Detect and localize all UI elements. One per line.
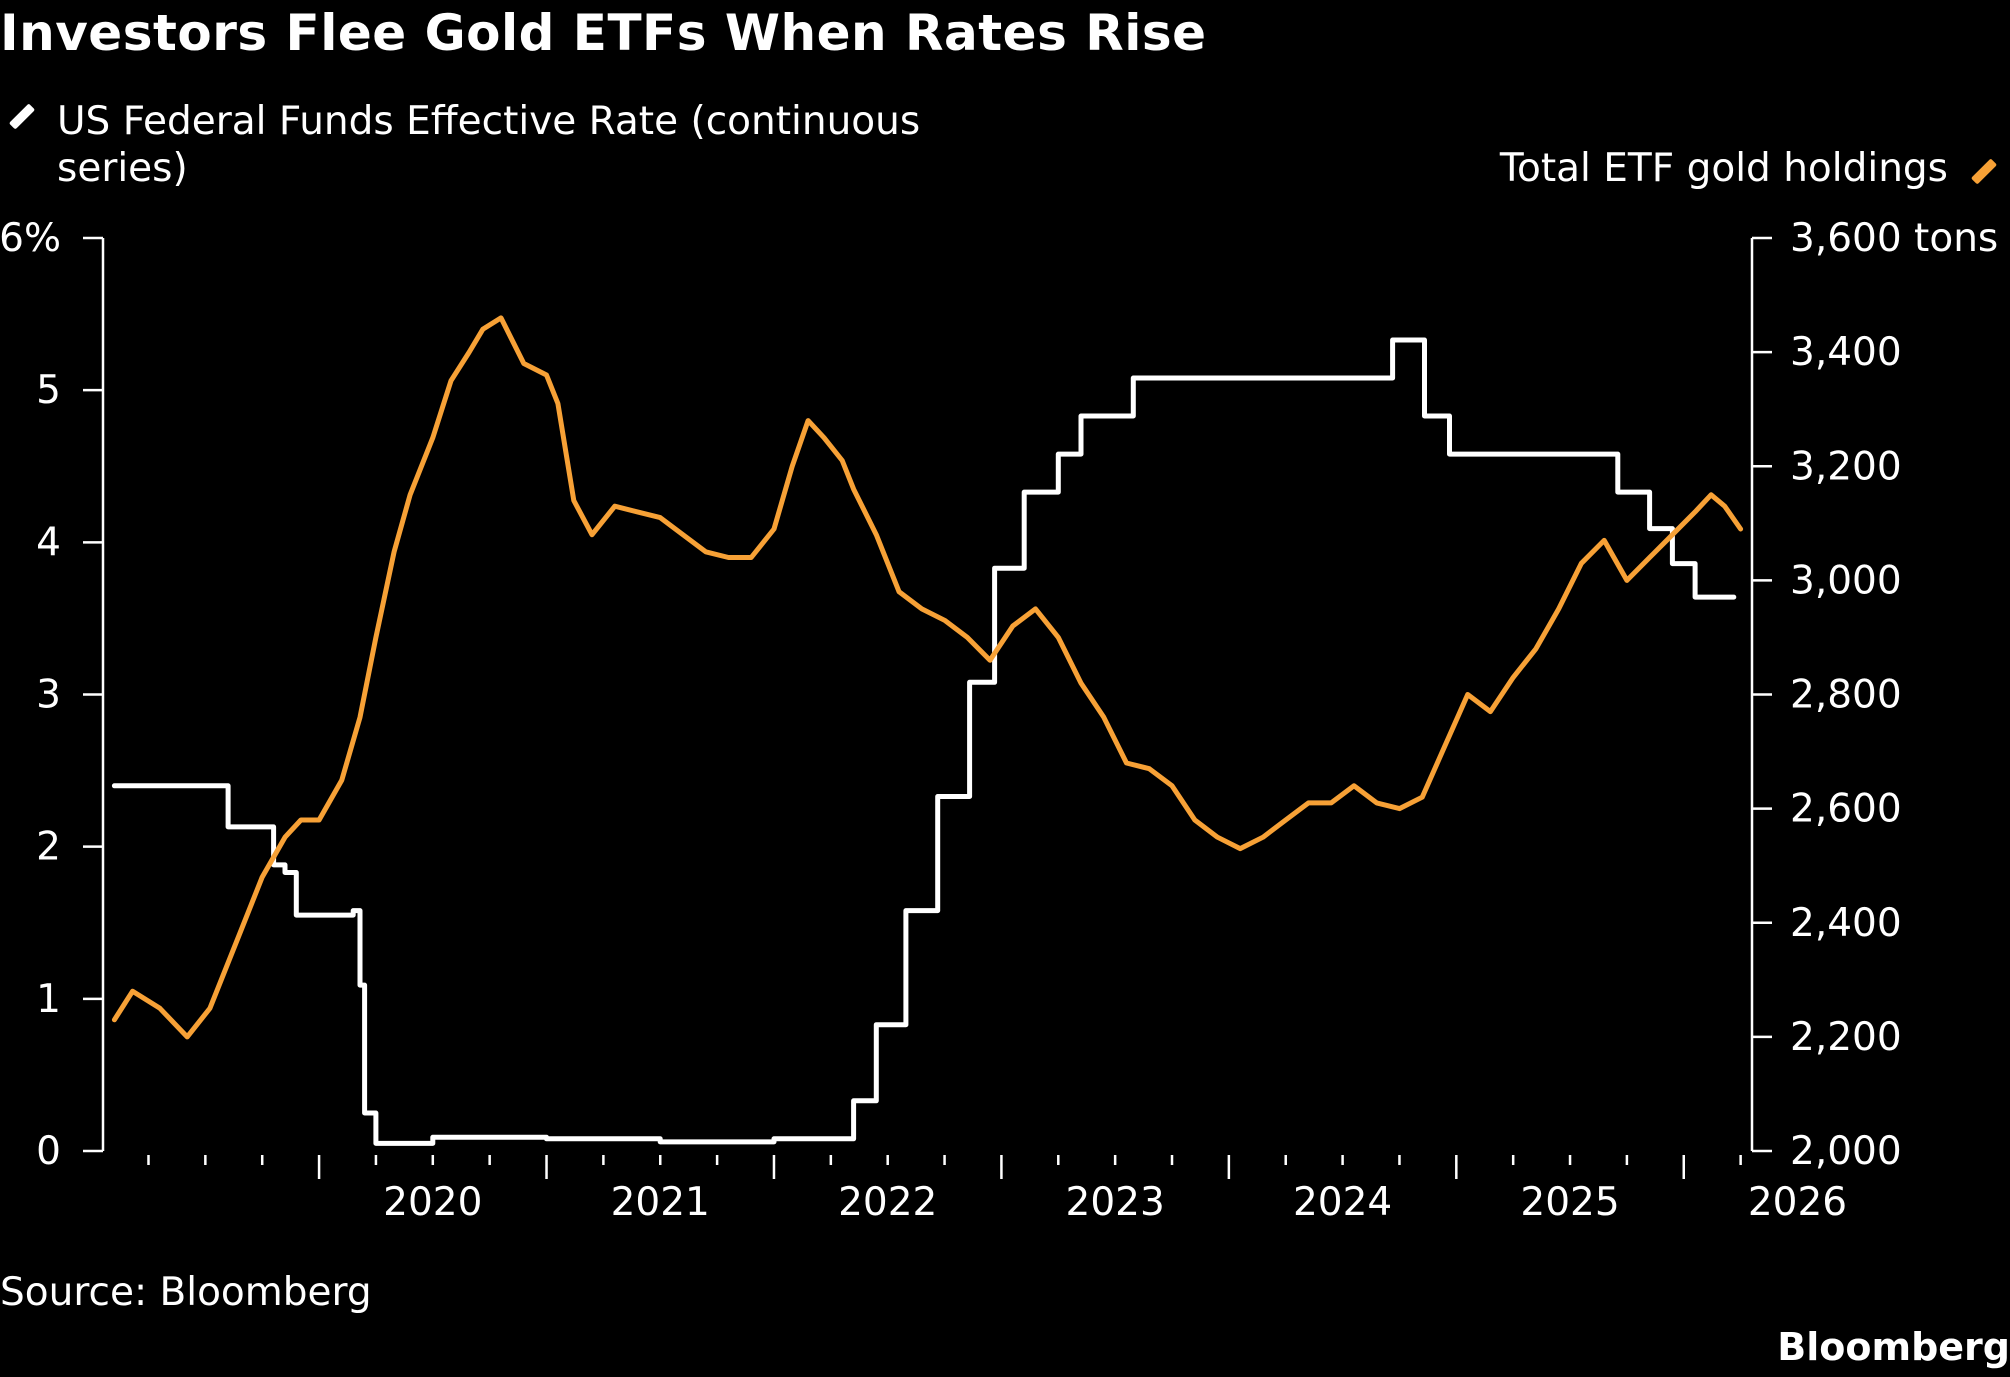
left-axis-tick-label: 5 <box>36 368 61 413</box>
right-axis-tick-label: 3,200 <box>1790 444 1902 489</box>
x-axis-tick-label: 2026 <box>1748 1180 1847 1225</box>
bloomberg-logo: Bloomberg <box>1777 1325 2010 1369</box>
x-axis-tick-label: 2024 <box>1293 1180 1392 1225</box>
legend-rate: US Federal Funds Effective Rate (continu… <box>0 98 960 192</box>
x-axis-tick-label: 2020 <box>383 1180 482 1225</box>
source-note: Source: Bloomberg <box>0 1270 372 1315</box>
series-line-fed-funds-rate <box>111 337 1737 1146</box>
x-axis-tick-label: 2025 <box>1520 1180 1619 1225</box>
right-axis-tick-label: 2,800 <box>1790 673 1902 718</box>
left-axis-tick-label: 6% <box>0 216 61 261</box>
tick-label-layer: 6% 5 4 3 2 1 0 3,600 tons 3,400 3,200 3,000 2,800 2,… <box>0 216 1998 1225</box>
right-axis-tick-label: 3,000 <box>1790 558 1902 603</box>
series-layer <box>111 315 1744 1146</box>
legend-rate-label: US Federal Funds Effective Rate (continu… <box>57 99 921 191</box>
left-axis-tick-label: 1 <box>36 977 61 1022</box>
right-axis-tick-label: 2,200 <box>1790 1015 1902 1060</box>
left-axis-tick-label: 2 <box>36 825 61 870</box>
legend-gold: Total ETF gold holdings <box>1500 145 2010 192</box>
axes-layer <box>83 236 1772 1179</box>
series-line-etf-gold-holdings <box>111 315 1744 1040</box>
x-axis-tick-label: 2022 <box>838 1180 937 1225</box>
chart-title: Investors Flee Gold ETFs When Rates Rise <box>0 4 1207 62</box>
left-axis-tick-label: 3 <box>36 673 61 718</box>
left-axis-tick-label: 4 <box>36 520 61 565</box>
right-axis-tick-label: 2,400 <box>1790 901 1902 946</box>
left-axis-tick-label: 0 <box>36 1129 61 1174</box>
x-axis-tick-label: 2021 <box>611 1180 710 1225</box>
legend-gold-label: Total ETF gold holdings <box>1499 146 1948 191</box>
x-axis-tick-label: 2023 <box>1066 1180 1165 1225</box>
right-axis-tick-label: 2,000 <box>1790 1129 1902 1174</box>
right-axis-tick-label: 3,600 tons <box>1790 216 1998 261</box>
right-axis-tick-label: 2,600 <box>1790 787 1902 832</box>
right-axis-tick-label: 3,400 <box>1790 330 1902 375</box>
